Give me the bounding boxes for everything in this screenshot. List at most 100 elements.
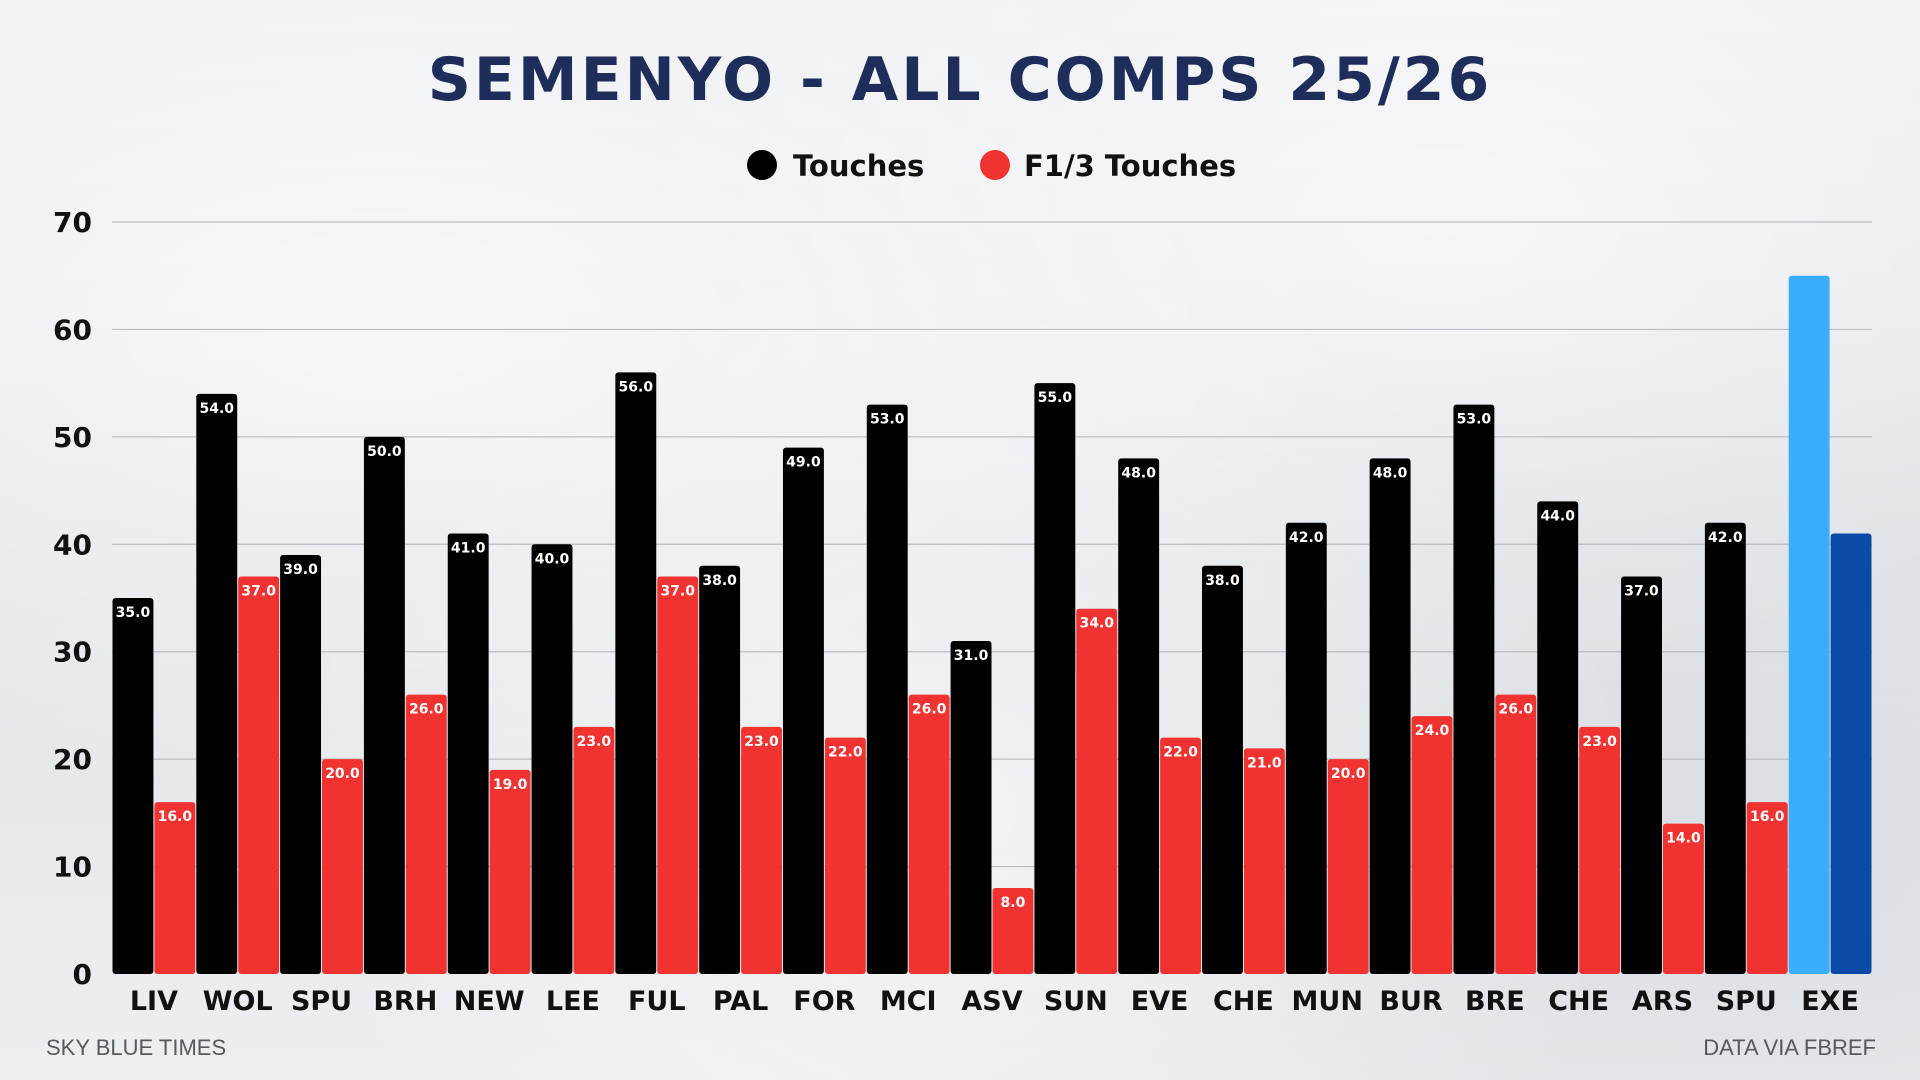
x-tick-label: LEE [546, 986, 600, 1017]
data-label-f13-touches: 34.0 [1079, 616, 1114, 632]
bar-touches [866, 404, 908, 975]
x-tick-label: BRE [1465, 986, 1525, 1017]
y-tick-label: 60 [53, 313, 92, 346]
bar-f13-touches [154, 802, 196, 974]
x-axis: LIV WOL SPU BRH NEW LEE FUL PAL FOR MCI ASV SUN EVE C… [130, 986, 1859, 1017]
data-label-f13-touches: 22.0 [1163, 745, 1198, 761]
footer-source-left: SKY BLUE TIMES [46, 1035, 226, 1060]
data-label-touches: 31.0 [954, 648, 989, 664]
bars: 35.0 16.0 54.0 37.0 39.0 20.0 50.0 26.0 41.0 19.0… [112, 275, 1872, 975]
data-label-touches: 40.0 [535, 551, 570, 567]
x-tick-label: SPU [1716, 986, 1777, 1017]
bar-f13-touches [1411, 716, 1453, 974]
bar-touches [1034, 383, 1076, 975]
x-tick-label: BRH [373, 986, 437, 1017]
x-tick-label: CHE [1213, 986, 1274, 1017]
bar-f13-touches [405, 694, 447, 974]
x-tick-label: ASV [961, 986, 1022, 1017]
x-tick-label: MUN [1292, 986, 1363, 1017]
data-label-touches: 49.0 [786, 455, 821, 471]
bar-f13-touches [741, 726, 782, 974]
bar-f13-touches [1076, 608, 1118, 974]
bar-touches [1285, 522, 1327, 974]
data-label-f13-touches: 21.0 [1247, 755, 1282, 771]
y-tick-label: 50 [53, 421, 92, 454]
y-tick-label: 10 [53, 851, 92, 884]
bar-touches [196, 393, 238, 974]
y-tick-label: 70 [53, 206, 92, 239]
x-tick-label: CHE [1548, 986, 1609, 1017]
y-tick-label: 0 [73, 958, 92, 991]
data-label-f13-touches: 20.0 [1331, 766, 1366, 782]
data-label-f13-touches: 19.0 [493, 777, 528, 793]
bar-f13-touches [573, 726, 615, 974]
bar-f13-touches [1662, 823, 1704, 974]
data-label-touches: 48.0 [1121, 465, 1156, 481]
bar-touches [1621, 576, 1662, 974]
data-label-f13-touches: 26.0 [1499, 702, 1534, 718]
gridlines [112, 221, 1872, 868]
x-tick-label: FUL [628, 986, 686, 1017]
data-label-touches: 39.0 [283, 562, 318, 578]
bar-touches [950, 640, 992, 974]
data-label-touches: 35.0 [116, 605, 151, 621]
bar-touches [280, 555, 322, 974]
data-label-f13-touches: 23.0 [577, 734, 612, 750]
bar-touches [447, 533, 489, 974]
bar-f13-touches [1160, 737, 1202, 974]
data-label-touches: 41.0 [451, 541, 486, 557]
data-label-touches: 37.0 [1624, 584, 1659, 600]
bar-touches [363, 436, 405, 974]
data-label-f13-touches: 8.0 [1001, 895, 1026, 911]
x-tick-label: EVE [1131, 986, 1189, 1017]
legend-marker-touches [747, 150, 777, 180]
bar-touches [699, 565, 741, 974]
x-tick-label: ARS [1632, 986, 1693, 1017]
data-label-touches: 48.0 [1373, 465, 1408, 481]
data-label-f13-touches: 16.0 [1750, 809, 1785, 825]
x-tick-label: LIV [130, 986, 178, 1017]
data-label-touches: 50.0 [367, 444, 402, 460]
bar-f13-touches [1243, 748, 1285, 974]
data-label-touches: 56.0 [619, 379, 654, 395]
data-label-f13-touches: 20.0 [325, 766, 360, 782]
legend-label-f13-touches: F1/3 Touches [1024, 149, 1236, 183]
x-tick-label: FOR [793, 986, 855, 1017]
data-label-f13-touches: 37.0 [660, 584, 695, 600]
data-label-f13-touches: 37.0 [241, 584, 276, 600]
bar-f13-touches [824, 737, 866, 974]
bar-touches [782, 447, 824, 975]
legend: Touches F1/3 Touches [747, 149, 1236, 183]
data-label-touches: 42.0 [1708, 530, 1743, 546]
footer-source-right: DATA VIA FBREF [1703, 1035, 1876, 1060]
bar-f13-touches [322, 759, 363, 974]
data-label-f13-touches: 14.0 [1666, 831, 1701, 847]
data-label-f13-touches: 23.0 [1582, 734, 1617, 750]
y-tick-label: 40 [53, 528, 92, 561]
data-label-f13-touches: 16.0 [158, 809, 193, 825]
bar-f13-touches [1495, 694, 1537, 974]
data-label-f13-touches: 26.0 [409, 702, 444, 718]
bar-touches [1202, 565, 1243, 974]
y-tick-label: 20 [53, 743, 92, 776]
data-label-touches: 53.0 [1457, 412, 1492, 428]
data-label-touches: 55.0 [1038, 390, 1073, 406]
bar-f13-touches [1579, 726, 1621, 974]
bar-touches [1118, 458, 1160, 974]
data-label-touches: 53.0 [870, 412, 905, 428]
bar-touches [112, 598, 154, 974]
bar-touches [1537, 501, 1579, 974]
bar-f13-touches [1327, 759, 1369, 974]
y-axis: 0 10 20 30 40 50 60 70 [53, 206, 92, 991]
data-label-touches: 44.0 [1540, 508, 1575, 524]
data-label-touches: 38.0 [702, 573, 737, 589]
bar-touches [1369, 458, 1411, 974]
chart-title: SEMENYO - ALL COMPS 25/26 [428, 45, 1493, 115]
bar-touches [1788, 275, 1830, 974]
bar-f13-touches [238, 576, 280, 974]
data-label-f13-touches: 26.0 [912, 702, 947, 718]
legend-label-touches: Touches [793, 149, 924, 183]
data-label-f13-touches: 23.0 [744, 734, 779, 750]
bar-f13-touches [489, 769, 531, 974]
